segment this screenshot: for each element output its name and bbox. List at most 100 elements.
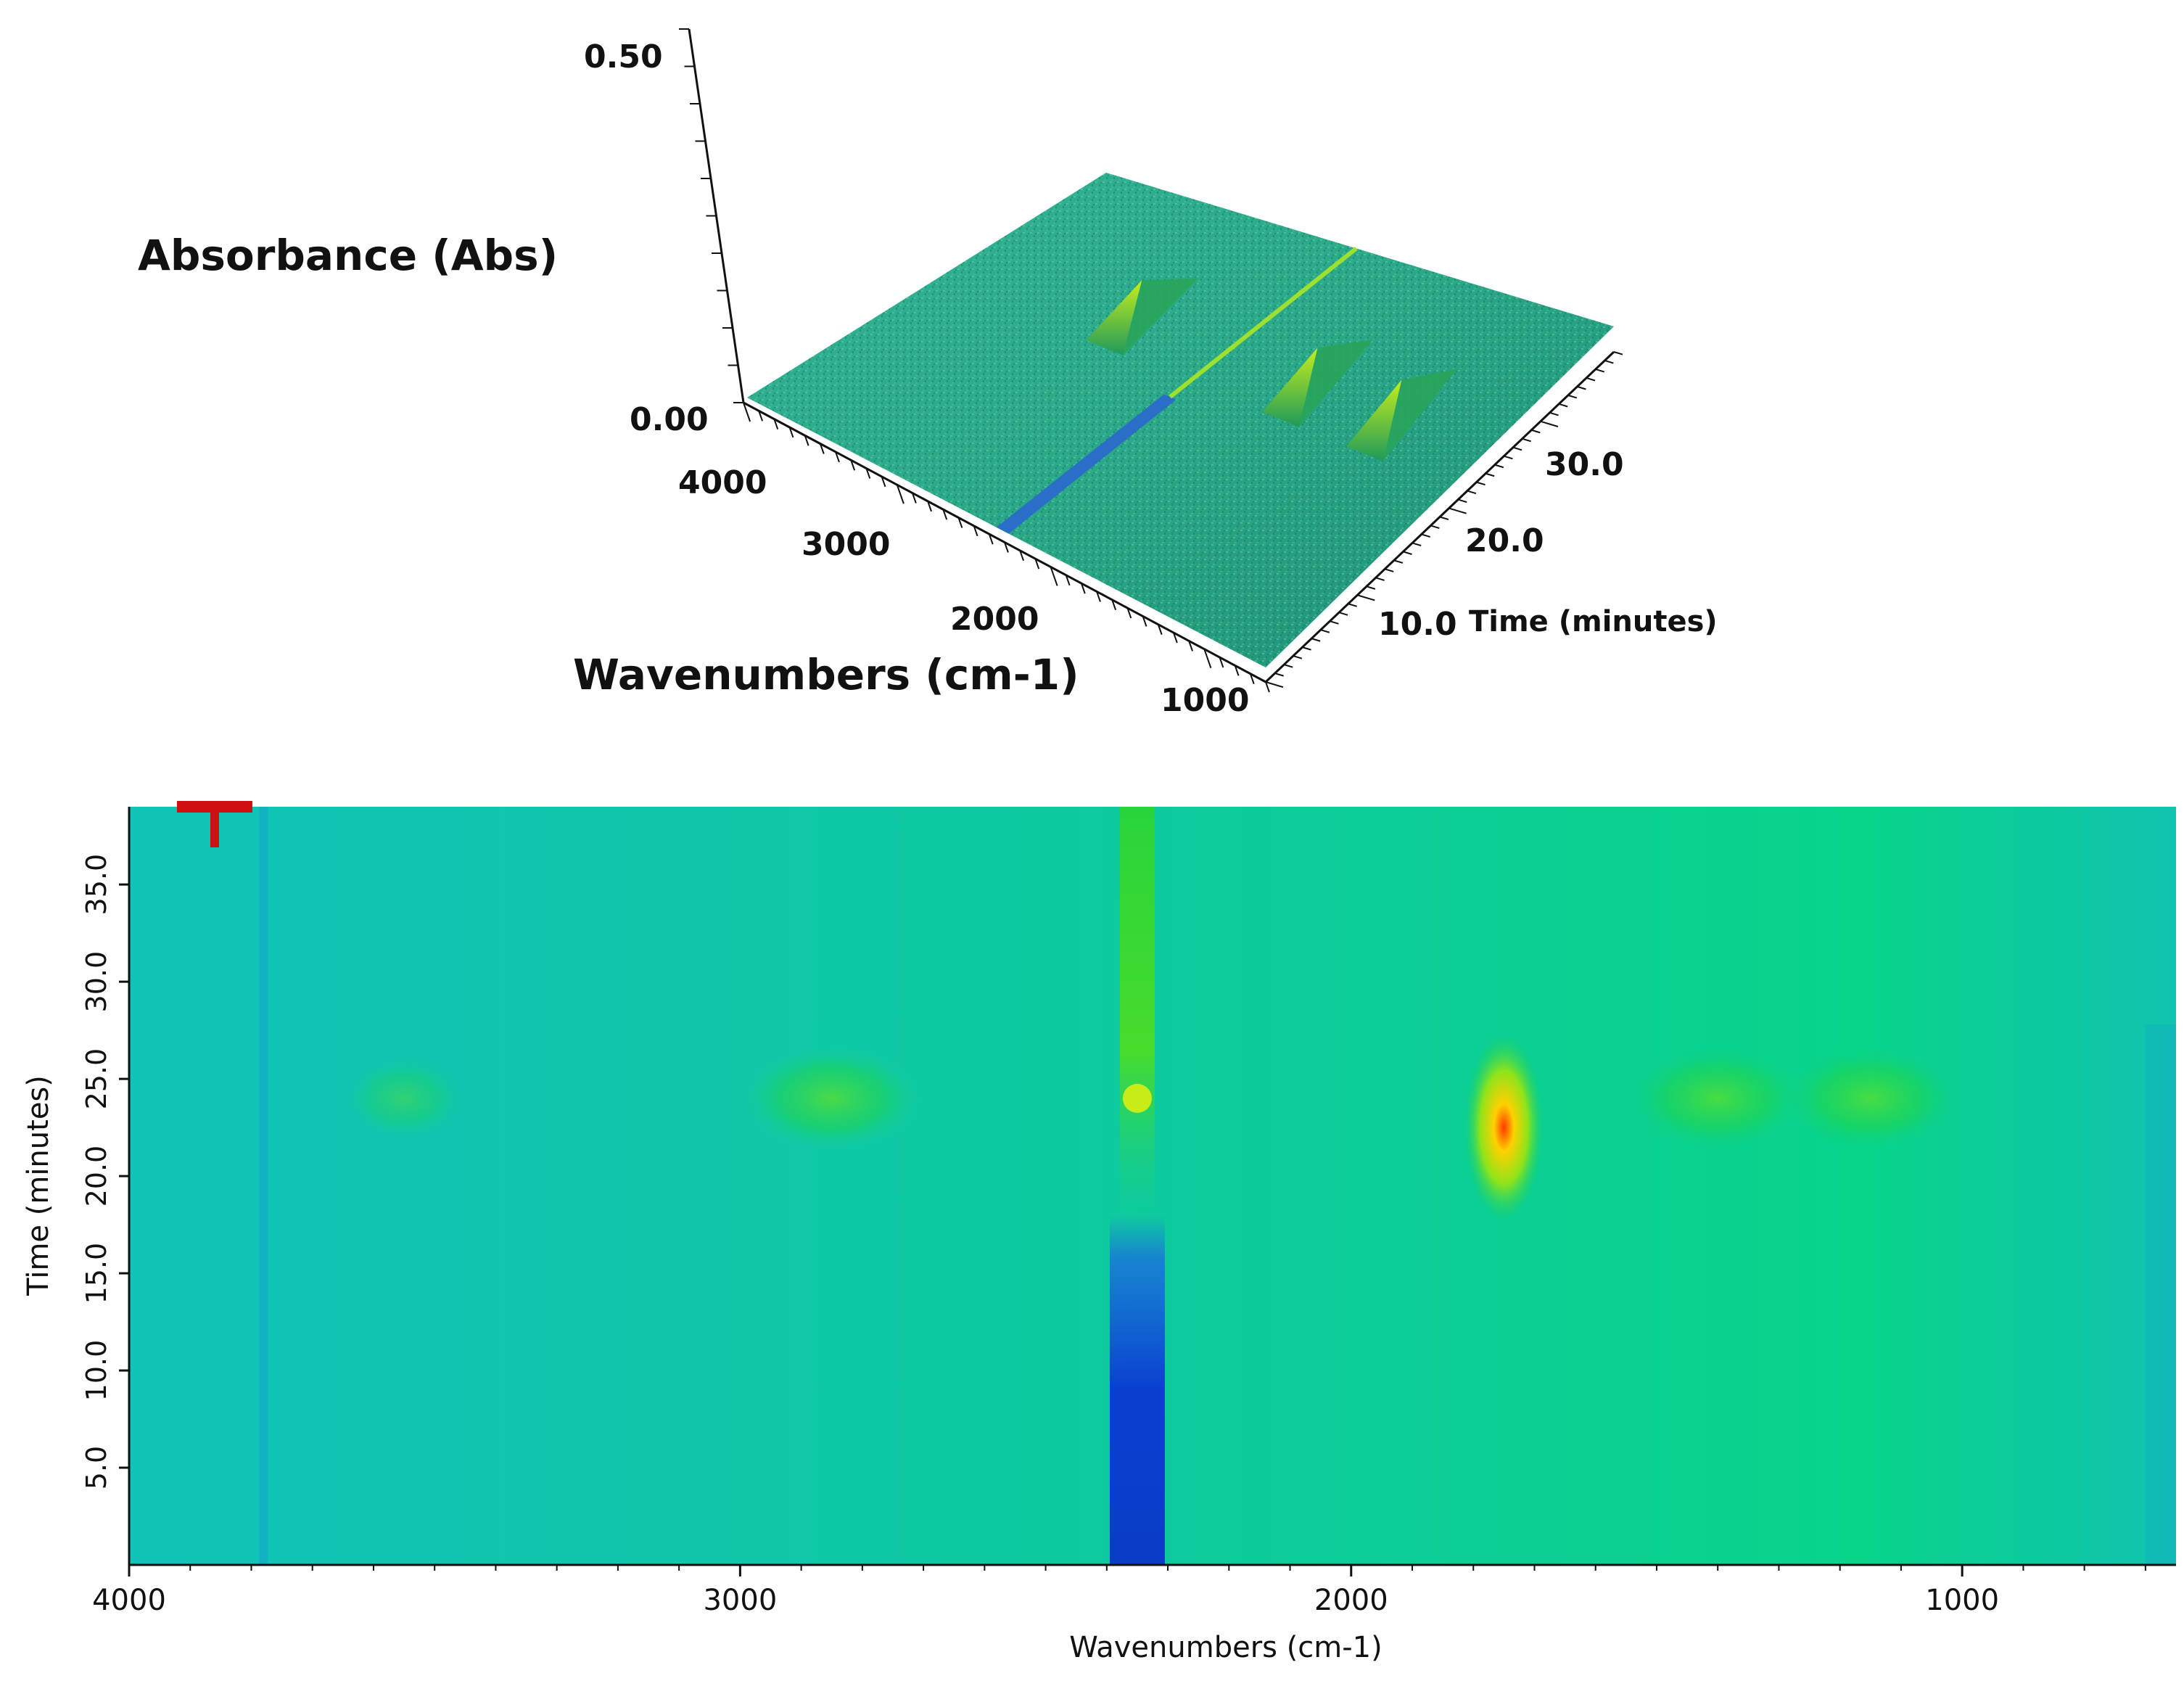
y-tick (1412, 542, 1422, 546)
blue-band (1109, 1214, 1165, 1565)
y-tick (1330, 620, 1339, 625)
peak (1086, 280, 1142, 355)
y-tick-label: 10.0 (1378, 606, 1457, 643)
y-tick-label: 25.0 (81, 1048, 112, 1110)
green-band-spot (1122, 1083, 1152, 1113)
x-tick (865, 468, 871, 479)
peak (1262, 348, 1318, 427)
y-tick-label: 10.0 (81, 1340, 112, 1402)
x-tick-label: 2000 (1314, 1584, 1388, 1617)
x-tick (1219, 657, 1224, 668)
y-tick (1457, 498, 1467, 503)
x-tick (942, 509, 948, 520)
heatmap-features (259, 807, 2176, 1565)
x-tick (1249, 673, 1255, 685)
x-tick (835, 451, 840, 463)
x-tick (773, 419, 779, 429)
faint-band (259, 807, 268, 1565)
peak-back (1382, 369, 1457, 461)
x-tick-label: 1000 (1161, 682, 1249, 719)
x-tick (911, 493, 917, 503)
surface-plot-3d: Absorbance (Abs) Wavenumbers (cm-1) Time… (138, 28, 1718, 719)
x-tick (973, 525, 978, 537)
y-tick (1293, 655, 1303, 659)
x-tick (1265, 681, 1270, 693)
y-tick-label: 35.0 (81, 854, 112, 916)
edge-band (2145, 1024, 2176, 1565)
green-band (1119, 807, 1155, 1215)
x-tick (1142, 616, 1147, 627)
y-tick (1586, 377, 1596, 382)
y-tick (1421, 533, 1431, 538)
marker-vertical (210, 801, 219, 847)
hotspot (1464, 1033, 1544, 1222)
y-tick (1567, 394, 1578, 399)
x-tick (1096, 591, 1101, 602)
x-tick (850, 459, 856, 471)
y-tick (1504, 455, 1513, 460)
x-tick (1203, 649, 1212, 669)
peak-back (1123, 278, 1198, 355)
x-tick (1080, 583, 1086, 594)
y-tick (1467, 490, 1477, 495)
peak (1346, 379, 1402, 461)
y-tick (1531, 429, 1541, 434)
weak-peak (346, 1058, 463, 1138)
y-tick (1375, 577, 1385, 581)
y-tick (1595, 368, 1605, 373)
co2-trough (996, 394, 1177, 534)
y-tick-label: 30.0 (81, 951, 112, 1013)
x-tick (1188, 641, 1193, 651)
x-tick-label: 2000 (950, 601, 1039, 638)
y-tick (1403, 551, 1412, 555)
surface-features (996, 247, 1457, 534)
x-tick (743, 402, 751, 422)
co2-ridge (1169, 247, 1358, 399)
x-tick (1157, 624, 1163, 636)
y-tick (1348, 603, 1357, 607)
surface-ticks (679, 28, 1623, 693)
y-tick-label: 20.0 (81, 1146, 112, 1207)
y-tick (1430, 525, 1440, 530)
x-tick (788, 427, 794, 438)
x-axis-title: Wavenumbers (cm-1) (573, 650, 1079, 699)
y-tick (1393, 559, 1404, 564)
x-tick (819, 443, 825, 454)
heatmap-plot: 4000 3000 2000 1000 5.0 10.0 15.0 20.0 25.0 30.0 3… (22, 801, 2176, 1664)
y-tick (1265, 681, 1284, 688)
x-tick (1065, 575, 1071, 586)
x-tick-label: 4000 (678, 464, 767, 501)
y-tick (1522, 437, 1531, 443)
y-tick (1558, 403, 1568, 408)
peak (1631, 1047, 1805, 1149)
y-tick (1613, 351, 1623, 355)
y-tick (1302, 646, 1311, 651)
x-tick (896, 484, 904, 504)
x-tick (1126, 607, 1132, 619)
y-tick (1577, 385, 1586, 390)
x-tick (1004, 542, 1009, 553)
y-tick-label: 15.0 (81, 1243, 112, 1304)
x-tick (1050, 567, 1058, 586)
surface-tick-labels: 0.50 0.00 4000 3000 2000 1000 10.0 20.0 30.0 (584, 38, 1624, 719)
y-tick-label: 5.0 (81, 1446, 112, 1489)
x-tick (1111, 599, 1117, 611)
y-tick (1512, 446, 1522, 451)
x-tick-label: 1000 (1925, 1584, 1999, 1617)
cursor-marker[interactable] (176, 801, 252, 847)
x-tick (804, 435, 809, 446)
x-tick (957, 517, 963, 528)
y-tick (1357, 594, 1375, 601)
y-tick (1366, 585, 1376, 590)
x-tick (927, 501, 932, 512)
z-tick-label: 0.00 (630, 401, 709, 438)
y-axis-title: Time (minutes) (1469, 605, 1718, 638)
y-tick (1338, 612, 1348, 616)
x-tick-label: 3000 (703, 1584, 777, 1617)
y-tick (1274, 673, 1284, 677)
x-tick-label: 4000 (92, 1584, 166, 1617)
y-tick (1311, 638, 1321, 642)
y-tick-label: 20.0 (1465, 522, 1544, 559)
y-tick (1476, 481, 1485, 486)
y-tick (1283, 664, 1293, 668)
